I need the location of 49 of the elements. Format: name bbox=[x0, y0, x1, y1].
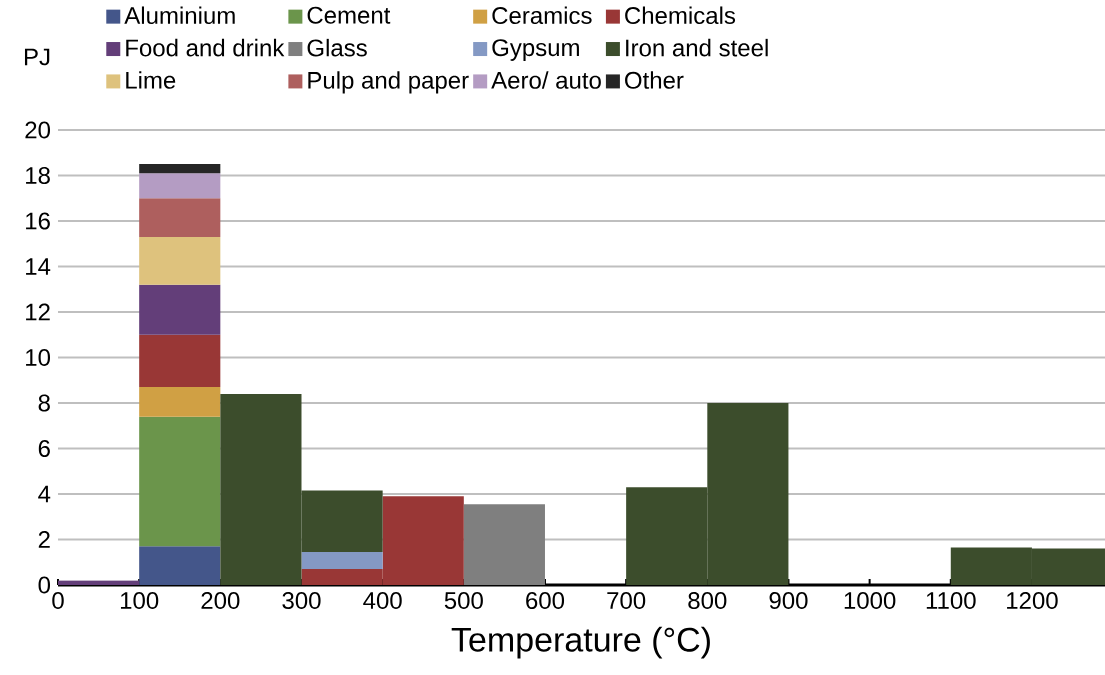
legend-label: Ceramics bbox=[492, 6, 592, 25]
x-tick-label: 0 bbox=[52, 592, 64, 610]
legend-label: Aluminium bbox=[124, 6, 235, 25]
legend-label: Iron and steel bbox=[626, 38, 768, 57]
x-tick-label: 1100 bbox=[926, 592, 976, 610]
y-axis-title: PJ bbox=[24, 48, 50, 66]
legend-label: Glass bbox=[307, 38, 367, 57]
legend-label: Gypsum bbox=[492, 39, 579, 61]
y-tick-label: 6 bbox=[38, 440, 50, 457]
x-tick-label: 100 bbox=[120, 592, 159, 610]
y-tick-label: 16 bbox=[26, 212, 50, 230]
bar bbox=[139, 546, 221, 585]
bar bbox=[139, 164, 221, 174]
x-tick-label: 700 bbox=[607, 592, 646, 610]
x-axis-title: Temperature (°C) bbox=[451, 626, 710, 659]
legend-label: Food and drink bbox=[126, 38, 285, 57]
y-tick-label: 0 bbox=[38, 576, 51, 594]
x-tick-label: 1200 bbox=[1007, 592, 1058, 610]
bar bbox=[139, 236, 221, 285]
legend-label: Chemicals bbox=[625, 6, 736, 25]
legend-label: Other bbox=[625, 71, 684, 89]
legend-label: Lime bbox=[126, 71, 176, 89]
bar bbox=[301, 552, 383, 570]
bar bbox=[139, 416, 221, 547]
x-tick-label: 600 bbox=[526, 592, 565, 610]
bar bbox=[139, 334, 221, 388]
bar bbox=[139, 198, 221, 237]
legend-label: Cement bbox=[307, 6, 391, 24]
x-tick-label: 900 bbox=[769, 592, 808, 610]
bar bbox=[463, 504, 545, 585]
y-tick-label: 20 bbox=[25, 121, 51, 139]
bar bbox=[139, 284, 221, 335]
x-tick-label: 500 bbox=[444, 592, 483, 610]
legend-label: Aero/ auto bbox=[491, 71, 601, 89]
y-tick-label: 8 bbox=[38, 394, 50, 412]
y-tick-label: 14 bbox=[26, 258, 51, 275]
y-tick-label: 2 bbox=[38, 531, 50, 548]
x-tick-label: 200 bbox=[201, 592, 240, 610]
x-tick-label: 1000 bbox=[844, 592, 896, 610]
x-tick-label: 400 bbox=[363, 592, 402, 610]
y-tick-label: 18 bbox=[26, 167, 50, 184]
y-tick-label: 4 bbox=[38, 485, 51, 503]
legend-label: Pulp and paper bbox=[308, 71, 469, 94]
x-tick-label: 300 bbox=[282, 592, 321, 610]
y-tick-label: 10 bbox=[26, 349, 51, 366]
y-tick-label: 12 bbox=[26, 303, 50, 321]
bar bbox=[139, 173, 221, 199]
x-tick-label: 800 bbox=[688, 592, 727, 610]
bar bbox=[139, 387, 221, 417]
